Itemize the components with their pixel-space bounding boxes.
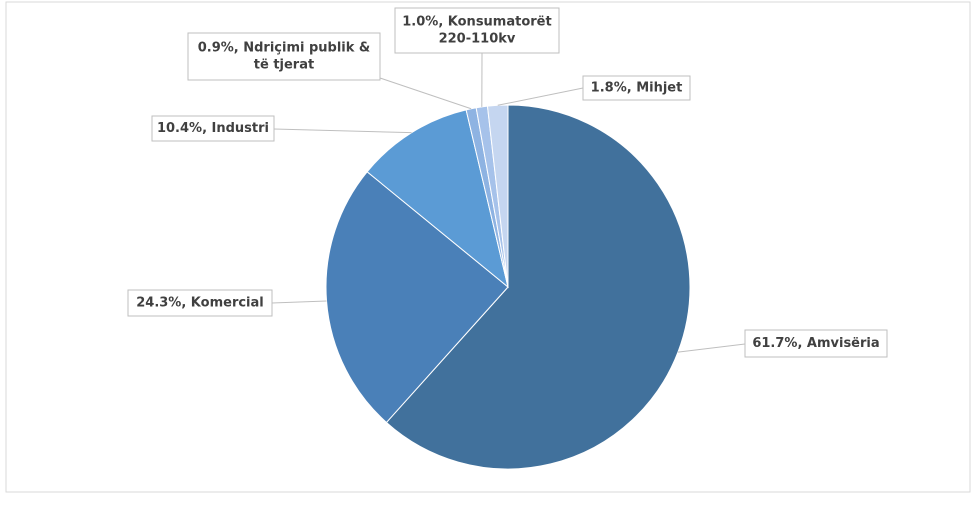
data-label: 1.0%, Konsumatorët <box>402 15 551 30</box>
data-label: 24.3%, Komercial <box>136 296 264 311</box>
data-label: 10.4%, Industri <box>157 121 269 136</box>
data-label: 1.8%, Mihjet <box>591 81 683 96</box>
data-label: 61.7%, Amvisëria <box>752 336 879 351</box>
data-label: të tjerat <box>254 58 314 73</box>
data-label: 0.9%, Ndriçimi publik & <box>198 41 371 56</box>
data-label: 220-110kv <box>439 32 516 47</box>
